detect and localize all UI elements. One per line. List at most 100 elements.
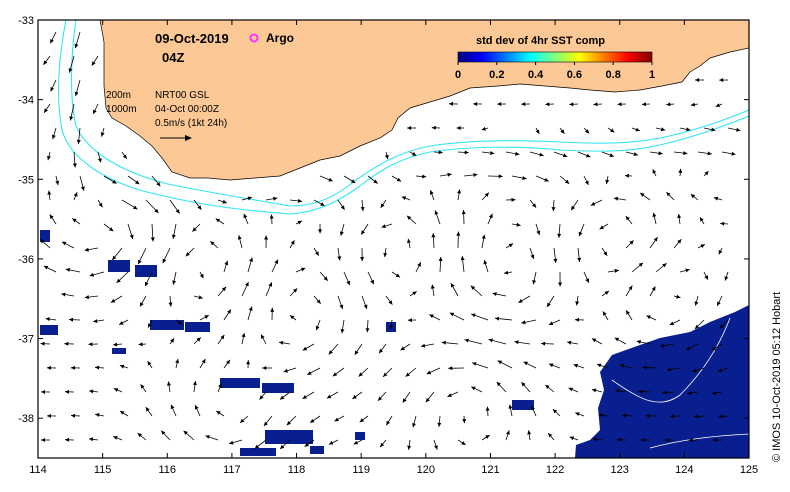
sst-patch <box>112 348 126 354</box>
sst-patch <box>262 383 294 393</box>
current-arrow-head <box>629 240 634 245</box>
current-arrow-head <box>412 423 416 428</box>
current-arrow-head <box>575 412 580 416</box>
sst-patch <box>512 400 534 410</box>
current-arrow-head <box>633 152 638 156</box>
current-arrow-head <box>361 230 365 235</box>
current-arrow-head <box>666 192 671 197</box>
current-arrow-head <box>65 389 69 394</box>
current-arrow-head <box>145 407 150 412</box>
current-arrow-head <box>310 418 315 423</box>
current-arrow-head <box>592 388 597 393</box>
current-arrow-head <box>379 348 384 354</box>
current-arrow-head <box>449 101 453 106</box>
current-arrow-head <box>481 234 486 239</box>
current-arrow-head <box>138 342 143 347</box>
current-arrow-head <box>293 288 298 293</box>
current-arrow-head <box>523 361 528 366</box>
current-arrow-head <box>147 361 152 366</box>
current-arrow-head <box>93 319 98 323</box>
current-arrow-head <box>420 343 426 348</box>
current-arrow-head <box>488 338 493 343</box>
current-arrow-head <box>286 421 291 426</box>
current-arrow-head <box>508 243 514 248</box>
current-arrow-head <box>65 437 70 442</box>
current-arrow-head <box>389 325 394 330</box>
x-tick-label: 117 <box>223 464 241 476</box>
current-arrow-head <box>429 190 434 195</box>
current-arrow-head <box>395 273 400 278</box>
current-arrow-head <box>431 233 436 238</box>
current-arrow-head <box>686 127 691 132</box>
current-arrow-head <box>346 280 350 286</box>
contour-200m-label: 200m <box>106 90 131 101</box>
current-arrow-head <box>248 306 253 311</box>
current-arrow-head <box>704 275 708 280</box>
y-tick-label: -38 <box>18 413 34 425</box>
current-arrow-head <box>51 134 56 140</box>
current-arrow-head <box>175 359 180 364</box>
current-arrow-head <box>602 311 607 316</box>
map-frame <box>37 19 750 459</box>
current-arrow-head <box>340 329 345 334</box>
current-arrow-head <box>47 155 51 161</box>
sst-patch <box>135 265 157 277</box>
contour-200m <box>57 19 750 215</box>
current-arrow-head <box>150 237 155 242</box>
current-arrow-head <box>514 340 519 345</box>
current-arrow-head <box>473 102 478 106</box>
current-arrow-head <box>604 290 609 295</box>
contour-1000m <box>70 19 750 207</box>
current-arrow-head <box>220 334 225 340</box>
current-arrow-head <box>569 102 574 107</box>
current-arrow-head <box>401 196 407 200</box>
current-arrow-head <box>247 196 252 201</box>
current-arrow-head <box>590 201 596 206</box>
current-arrow-head <box>497 360 503 365</box>
current-arrow-head <box>690 194 696 199</box>
current-arrow-head <box>140 384 145 389</box>
sst-patch <box>240 448 276 456</box>
current-arrow-head <box>575 301 580 306</box>
current-arrow-head <box>45 317 50 322</box>
current-arrow-head <box>713 196 719 201</box>
current-arrow-head <box>360 207 365 212</box>
current-arrow-head <box>448 366 453 371</box>
current-arrow-head <box>340 205 345 210</box>
current-arrow-head <box>97 158 102 163</box>
colorbar <box>457 51 653 63</box>
current-arrow-head <box>318 229 322 234</box>
current-arrow-head <box>412 291 417 296</box>
current-arrow-head <box>365 328 370 333</box>
current-arrow-head <box>210 241 215 246</box>
current-arrow-head <box>591 338 597 343</box>
current-arrow-head <box>615 388 620 393</box>
current-arrow-head <box>226 359 230 365</box>
current-arrow-head <box>72 218 77 223</box>
current-arrow-head <box>307 371 312 375</box>
current-arrow-head <box>183 430 188 435</box>
current-arrow-head <box>328 350 333 355</box>
sst-patch-southeast <box>575 305 749 458</box>
current-arrow-head <box>560 129 565 134</box>
current-arrow-head <box>511 197 516 202</box>
current-source-label: NRT00 GSL <box>155 90 210 101</box>
current-arrow-head <box>110 298 116 303</box>
current-date-label: 04-Oct 00:00Z <box>155 104 219 115</box>
current-arrow-head <box>69 317 74 322</box>
current-arrow-head <box>352 394 357 399</box>
current-arrow-head <box>68 68 73 73</box>
current-arrow-head <box>472 362 477 366</box>
current-arrow-head <box>544 177 549 182</box>
current-arrow-head <box>198 295 203 300</box>
current-arrow-head <box>261 334 265 339</box>
current-arrow-head <box>662 390 667 395</box>
current-arrow-head <box>246 360 251 365</box>
current-arrow-head <box>135 180 140 185</box>
x-tick-label: 120 <box>417 464 435 476</box>
current-arrow-head <box>495 316 500 321</box>
current-arrow-head <box>720 221 725 226</box>
current-arrow-head <box>628 285 633 291</box>
current-arrow-head <box>339 231 344 236</box>
current-arrow-head <box>196 337 201 342</box>
